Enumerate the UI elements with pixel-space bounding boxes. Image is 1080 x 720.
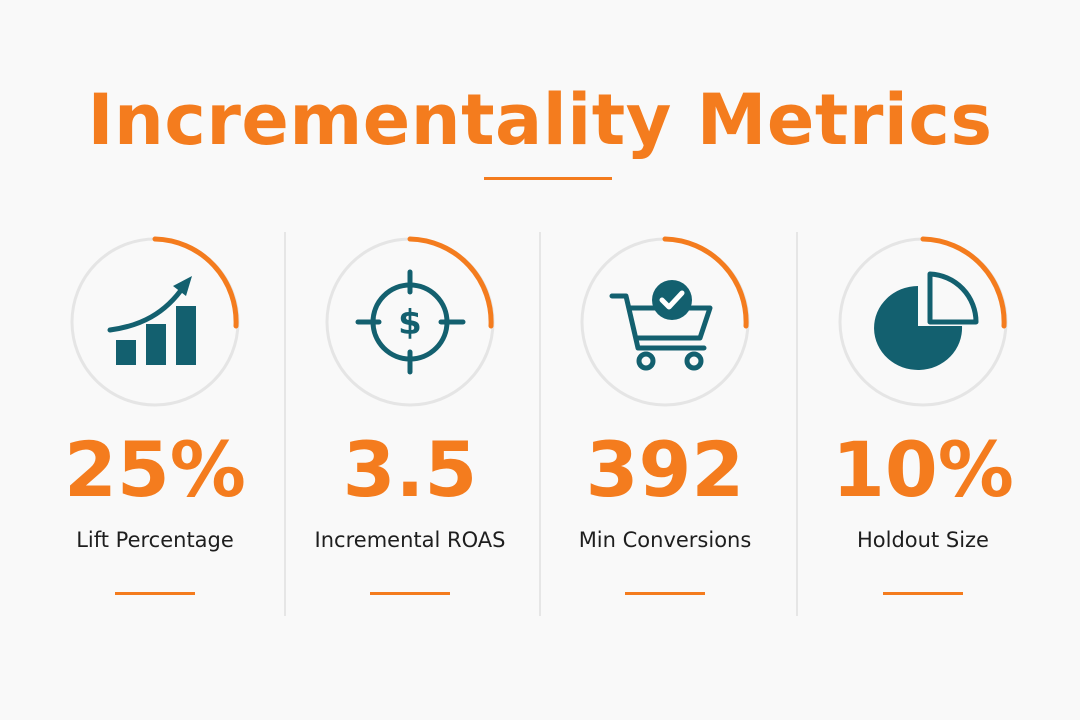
metric-value: 3.5 (342, 425, 478, 514)
progress-ring: $ (325, 236, 495, 407)
metric-underline (370, 592, 450, 595)
metric-label: Min Conversions (578, 528, 752, 552)
svg-text:$: $ (398, 303, 422, 343)
metric-card-incremental-roas: $ 3.5 Incremental ROAS (290, 230, 530, 610)
metric-value: 10% (832, 425, 1014, 514)
metric-value: 392 (585, 425, 745, 514)
column-divider (284, 232, 286, 616)
progress-ring (580, 236, 750, 407)
column-divider (796, 232, 798, 616)
metric-card-min-conversions: 392 Min Conversions (545, 230, 785, 610)
column-divider (539, 232, 541, 616)
metric-label: Lift Percentage (76, 528, 234, 552)
page-title: Incrementality Metrics (87, 79, 993, 161)
metric-underline (115, 592, 195, 595)
shopping-cart-check-icon (609, 280, 713, 371)
metric-label: Holdout Size (857, 528, 989, 552)
metric-label: Incremental ROAS (314, 528, 506, 552)
progress-ring (70, 236, 240, 407)
dollar-target-icon: $ (355, 269, 466, 375)
bar-chart-trending-up-icon (107, 276, 196, 365)
metric-card-holdout-size: 10% Holdout Size (803, 230, 1043, 610)
metric-underline (883, 592, 963, 595)
metric-card-lift-percentage: 25% Lift Percentage (35, 230, 275, 610)
title-underline (484, 177, 612, 180)
progress-ring (838, 236, 1008, 407)
pie-chart-icon (874, 271, 979, 370)
metric-value: 25% (64, 425, 246, 514)
metric-underline (625, 592, 705, 595)
